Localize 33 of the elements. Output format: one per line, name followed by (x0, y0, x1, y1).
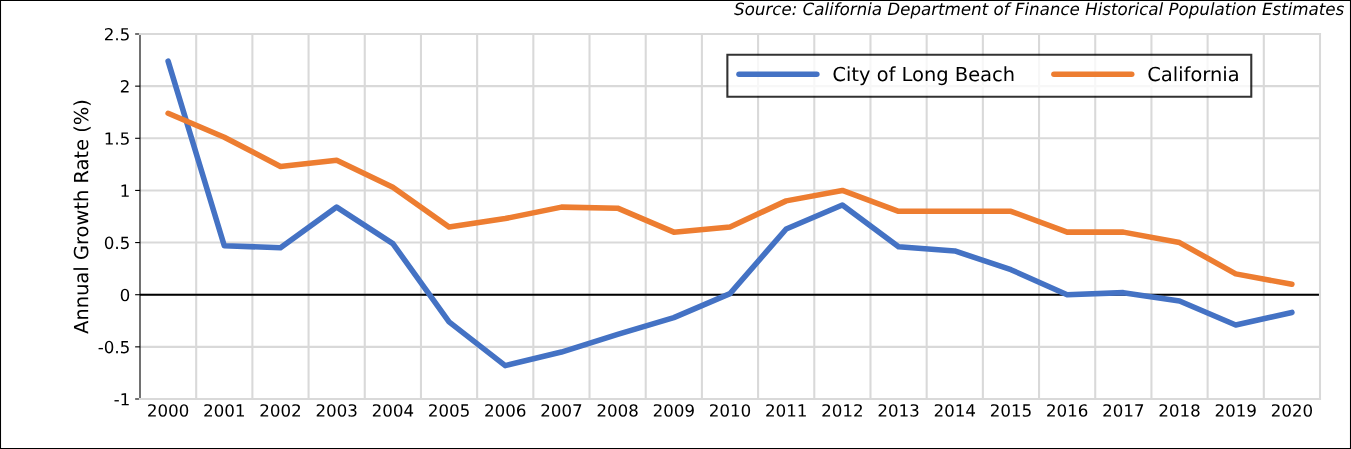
legend-label: City of Long Beach (833, 66, 1014, 86)
x-tick-label: 2000 (148, 404, 189, 417)
y-tick-label: 2 (120, 80, 129, 93)
x-tick-label: 2010 (710, 404, 751, 417)
x-tick-label: 2012 (822, 404, 862, 417)
x-tick-label: 2007 (541, 404, 582, 417)
y-tick-label: -0.5 (98, 340, 129, 354)
x-tick-label: 2016 (1047, 404, 1088, 417)
x-tick-label: 2009 (653, 404, 694, 417)
x-tick-label: 2001 (204, 404, 244, 417)
y-tick-label: 0.5 (104, 236, 129, 250)
y-tick-label: 1 (121, 184, 129, 197)
x-tick-label: 2004 (372, 404, 414, 417)
y-tick-label: 0 (120, 288, 130, 302)
x-tick-label: 2002 (260, 404, 301, 417)
y-tick-label: -1 (114, 393, 129, 406)
x-tick-label: 2019 (1215, 404, 1256, 417)
y-tick-label: 2.5 (104, 27, 129, 41)
x-tick-label: 2020 (1271, 404, 1313, 417)
x-tick-label: 2017 (1103, 404, 1144, 417)
x-tick-label: 2018 (1159, 404, 1200, 417)
x-tick-label: 2015 (990, 404, 1031, 417)
x-tick-label: 2014 (934, 404, 976, 417)
legend-label: California (1148, 66, 1238, 82)
x-tick-label: 2003 (316, 404, 357, 417)
x-tick-label: 2006 (485, 404, 526, 417)
x-tick-label: 2011 (766, 404, 806, 417)
y-tick-label: 1.5 (105, 132, 129, 145)
source-note: Source: California Department of Finance Historical Population Estimates (734, 2, 1344, 19)
x-tick-label: 2008 (597, 404, 638, 417)
x-tick-label: 2005 (429, 404, 469, 417)
y-axis-title: Annual Growth Rate (%) (73, 100, 91, 334)
x-tick-label: 2013 (878, 404, 919, 417)
